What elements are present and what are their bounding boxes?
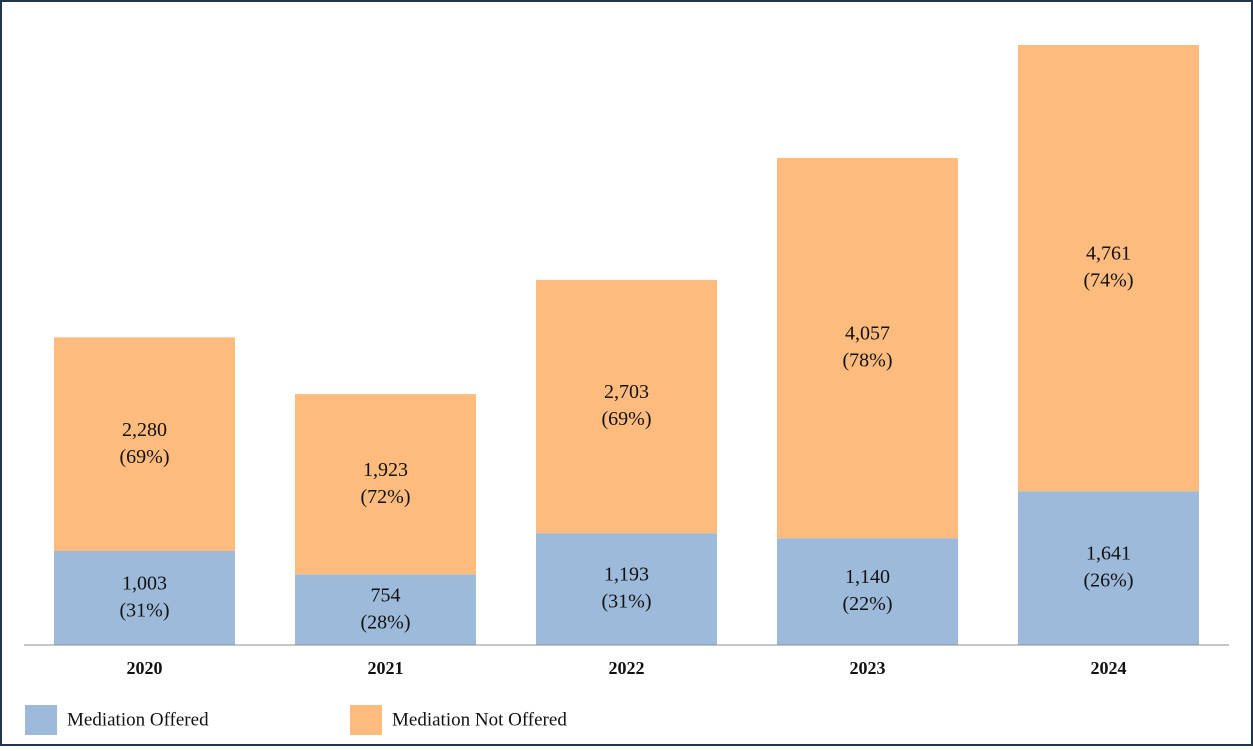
value-label: 1,641: [1086, 543, 1131, 565]
x-tick-label: 2020: [127, 658, 163, 678]
value-label: 1,003: [122, 573, 167, 595]
bar-segment: [777, 157, 958, 539]
bar-segment: [777, 538, 958, 645]
value-label: 1,140: [845, 566, 890, 588]
bar-segment: [54, 337, 235, 551]
x-tick-label: 2021: [368, 658, 404, 678]
share-label: (74%): [1084, 270, 1134, 292]
value-label: 1,193: [604, 564, 649, 586]
share-label: (78%): [843, 350, 893, 372]
value-label: 4,761: [1086, 243, 1131, 265]
share-label: (31%): [120, 600, 170, 622]
share-label: (31%): [602, 591, 652, 613]
bar-segment: [295, 394, 476, 575]
legend-swatch: [350, 705, 382, 735]
value-label: 2,280: [122, 419, 167, 441]
x-tick-label: 2023: [850, 658, 886, 678]
bar-segment: [1018, 491, 1199, 645]
value-label: 4,057: [845, 323, 890, 345]
share-label: (69%): [602, 408, 652, 430]
value-label: 1,923: [363, 459, 408, 481]
x-tick-label: 2024: [1091, 658, 1127, 678]
bar-segment: [1018, 45, 1199, 492]
share-label: (22%): [843, 593, 893, 615]
share-label: (69%): [120, 446, 170, 468]
bar-segment: [536, 533, 717, 645]
legend-swatch: [25, 705, 57, 735]
legend-label: Mediation Offered: [67, 709, 209, 730]
bar-segment: [536, 279, 717, 534]
share-label: (28%): [361, 611, 411, 633]
legend-label: Mediation Not Offered: [392, 709, 567, 730]
value-label: 2,703: [604, 381, 649, 403]
share-label: (72%): [361, 486, 411, 508]
bar-segment: [54, 550, 235, 645]
share-label: (26%): [1084, 570, 1134, 592]
bar-segment: [295, 574, 476, 645]
value-label: 754: [371, 584, 401, 606]
x-tick-label: 2022: [609, 658, 645, 678]
